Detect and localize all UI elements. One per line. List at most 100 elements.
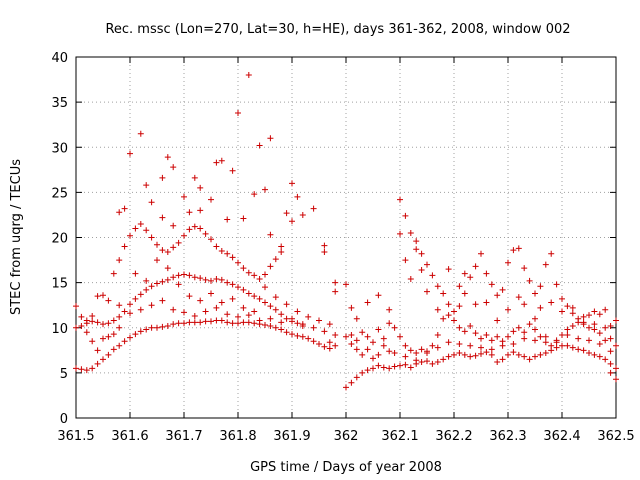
data-point (478, 350, 484, 357)
data-point (186, 209, 193, 216)
data-point (154, 324, 160, 331)
data-point (164, 265, 171, 272)
data-point (456, 324, 463, 331)
data-point (359, 329, 366, 336)
data-point (607, 335, 614, 342)
data-point (202, 308, 209, 315)
data-point (181, 320, 187, 327)
data-point (262, 271, 268, 278)
data-point (429, 272, 436, 279)
data-point (213, 276, 220, 283)
data-point (532, 315, 538, 322)
data-point (478, 250, 484, 257)
x-tick-label: 362.1 (381, 429, 418, 444)
data-point (586, 337, 592, 344)
data-point (213, 304, 220, 311)
data-point (537, 304, 544, 311)
data-point (305, 335, 312, 342)
data-point (467, 274, 474, 281)
data-point (386, 348, 393, 355)
data-point (78, 366, 85, 373)
x-axis-tick-labels: 361.5 361.6 361.7 361.8 361.9 362 362.1 362.2 36… (57, 429, 634, 444)
data-point (213, 159, 220, 166)
data-point (294, 193, 301, 200)
data-point (596, 340, 603, 347)
grid-lines (76, 57, 616, 418)
chart-title: Rec. mssc (Lon=270, Lat=30, h=HE), days … (105, 22, 570, 37)
data-point (310, 205, 317, 212)
data-point (256, 142, 263, 149)
data-point (121, 205, 128, 212)
data-point (542, 333, 549, 340)
data-point (397, 196, 403, 203)
data-point (110, 331, 117, 338)
data-point (391, 350, 398, 357)
data-point (224, 311, 231, 318)
data-point (278, 243, 285, 250)
data-point (132, 295, 139, 302)
data-point (89, 338, 96, 345)
data-point (542, 350, 549, 357)
data-point (364, 333, 371, 340)
data-point (267, 135, 274, 142)
data-point (499, 342, 506, 349)
data-point (229, 254, 236, 261)
data-point (456, 283, 463, 290)
data-point (137, 130, 144, 137)
data-point (321, 242, 328, 249)
data-point (586, 312, 592, 319)
data-point (445, 339, 452, 346)
data-point (434, 331, 441, 338)
y-tick-label: 40 (51, 51, 68, 66)
data-point (154, 241, 160, 248)
data-point (121, 338, 128, 345)
data-point (267, 231, 274, 238)
data-point (364, 367, 371, 374)
data-point (424, 261, 430, 268)
y-tick-label: 20 (51, 232, 68, 247)
data-point (461, 328, 468, 335)
data-point (186, 293, 193, 300)
data-point (413, 357, 420, 364)
data-point (591, 308, 598, 315)
data-point (607, 369, 614, 376)
data-point (488, 346, 495, 353)
data-point (159, 297, 166, 304)
data-point (272, 324, 279, 331)
data-point (521, 329, 528, 336)
data-point (175, 239, 182, 246)
data-point (596, 353, 603, 360)
data-point (429, 342, 436, 349)
data-point (251, 308, 258, 315)
data-point (370, 355, 376, 362)
data-point (510, 328, 517, 335)
data-point (197, 297, 204, 304)
data-point (208, 318, 214, 325)
data-point (245, 312, 252, 319)
data-point (267, 303, 274, 310)
data-point (191, 313, 198, 320)
data-point (424, 358, 430, 365)
data-point (89, 365, 96, 372)
data-point (289, 180, 295, 187)
data-point (89, 318, 96, 325)
x-tick-label: 362.2 (435, 429, 472, 444)
y-tick-label: 25 (51, 186, 68, 201)
data-point (505, 333, 511, 340)
data-point (515, 351, 522, 358)
data-point (391, 324, 398, 331)
data-point (472, 352, 479, 359)
data-point (343, 281, 349, 288)
data-point (105, 333, 112, 340)
data-point (343, 333, 349, 340)
data-point (591, 326, 598, 333)
data-point (186, 226, 193, 233)
data-point (532, 337, 538, 344)
data-point (94, 360, 101, 367)
data-point (402, 342, 409, 349)
data-point (413, 238, 420, 245)
data-point (283, 301, 290, 308)
y-tick-label: 5 (60, 367, 68, 382)
y-tick-label: 15 (51, 277, 68, 292)
data-point (434, 283, 441, 290)
